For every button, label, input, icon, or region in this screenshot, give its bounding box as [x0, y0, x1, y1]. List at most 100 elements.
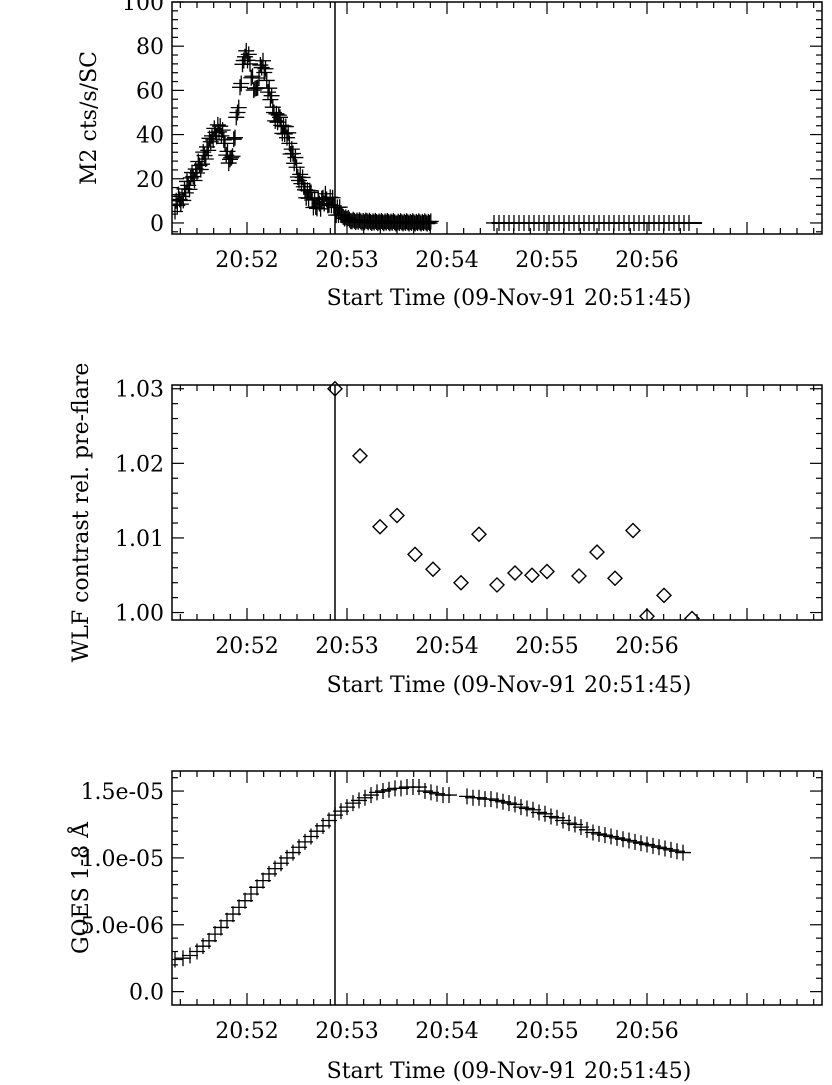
y-tick-label: 1.03 — [115, 378, 164, 403]
data-point — [549, 809, 565, 826]
data-point — [182, 947, 198, 964]
data-point — [579, 821, 595, 838]
x-axis-title: Start Time (09-Nov-91 20:51:45) — [327, 673, 692, 698]
data-point — [174, 188, 190, 205]
data-point — [175, 950, 191, 967]
x-axis-title: Start Time (09-Nov-91 20:51:45) — [327, 1059, 692, 1084]
data-point — [633, 835, 649, 852]
panel-wlf-contrast: 20:52 20:53 20:54 20:55 20:56 1.00 1.01 1.02 1.0… — [69, 363, 823, 698]
data-point — [597, 827, 613, 844]
data-point — [294, 169, 311, 186]
data-point — [244, 68, 261, 85]
data-point — [214, 122, 231, 139]
panel-m2-counts: 20:52 20:53 20:54 20:55 20:56 0 20 40 60 80 100 Sta… — [77, 0, 823, 311]
data-point — [201, 932, 217, 949]
data-point — [212, 118, 229, 135]
data-point — [561, 815, 577, 832]
data-point — [352, 447, 368, 464]
data-point — [663, 841, 679, 858]
data-point — [421, 215, 438, 232]
data-point — [519, 800, 535, 817]
data-point — [185, 168, 202, 185]
data-point — [639, 836, 655, 853]
data-point — [270, 107, 287, 124]
data-point — [573, 819, 589, 836]
data-point — [186, 172, 203, 189]
data-point — [339, 799, 355, 816]
data-point — [257, 60, 274, 77]
data-point — [175, 192, 192, 209]
data-point — [417, 783, 433, 800]
y-axis-title: M2 cts/s/SC — [77, 51, 102, 185]
y-axis-title: GOES 1-8 Å — [66, 821, 94, 954]
data-point — [645, 837, 661, 854]
x-tick-label: 20:52 — [215, 634, 278, 659]
data-point — [453, 574, 469, 591]
data-point — [260, 84, 276, 101]
data-point — [232, 79, 248, 96]
data-point — [363, 787, 379, 804]
data-point — [231, 899, 247, 916]
y-tick-label: 100 — [122, 0, 164, 16]
plot-frame — [171, 1, 823, 235]
data-point — [255, 52, 271, 69]
data-point — [285, 145, 301, 162]
data-point — [407, 546, 423, 563]
data-point — [357, 789, 373, 806]
data-point — [225, 131, 242, 148]
data-point — [441, 787, 457, 804]
data-point — [227, 129, 243, 146]
data-point — [301, 182, 318, 199]
data-point — [230, 99, 247, 116]
data-point — [256, 64, 273, 81]
data-point — [639, 608, 655, 620]
data-point — [507, 565, 523, 581]
data-point — [425, 561, 441, 578]
x-tick-label: 20:55 — [515, 248, 578, 273]
y-tick-label: 40 — [136, 124, 164, 149]
y-axis-title: WLF contrast rel. pre-flare — [69, 363, 94, 663]
data-point — [524, 567, 540, 584]
data-point — [263, 87, 280, 104]
data-point — [207, 926, 223, 943]
data-point — [223, 149, 240, 166]
x-tick-label: 20:56 — [615, 634, 678, 659]
data-point — [656, 587, 672, 604]
data-point — [607, 570, 623, 587]
data-point — [369, 784, 385, 801]
data-point — [471, 789, 487, 806]
data-point — [513, 799, 529, 816]
data-point — [233, 75, 250, 92]
data-point — [217, 135, 233, 152]
data-point — [224, 148, 241, 165]
data-point — [603, 828, 619, 845]
data-point — [191, 157, 208, 174]
y-tick-label: 5.0e-06 — [81, 914, 164, 939]
y-tick-label: 60 — [136, 79, 164, 104]
data-point — [625, 522, 641, 539]
data-point — [243, 886, 259, 903]
x-tick-label: 20:55 — [515, 634, 578, 659]
data-point — [483, 791, 499, 808]
data-point — [222, 151, 238, 168]
data-point — [197, 150, 214, 167]
panel-goes-flux: 20:52 20:53 20:54 20:55 20:56 0.0 5.0e-06 1.0e-… — [66, 770, 823, 1084]
data-point — [242, 55, 258, 72]
data-point — [591, 825, 607, 842]
y-tick-label: 1.0e-05 — [81, 847, 164, 872]
data-point — [276, 125, 293, 142]
x-tick-label: 20:54 — [415, 248, 478, 273]
data-point — [292, 166, 309, 183]
y-tick-label: 0 — [150, 212, 164, 237]
data-point — [621, 832, 637, 849]
data-point — [288, 159, 305, 176]
data-point — [539, 563, 555, 580]
data-point — [567, 816, 583, 833]
data-point — [669, 843, 685, 860]
data-point — [422, 213, 439, 230]
data-point — [423, 784, 439, 801]
x-tick-label: 20:56 — [615, 248, 678, 273]
data-point — [589, 544, 605, 561]
data-point — [181, 181, 198, 198]
